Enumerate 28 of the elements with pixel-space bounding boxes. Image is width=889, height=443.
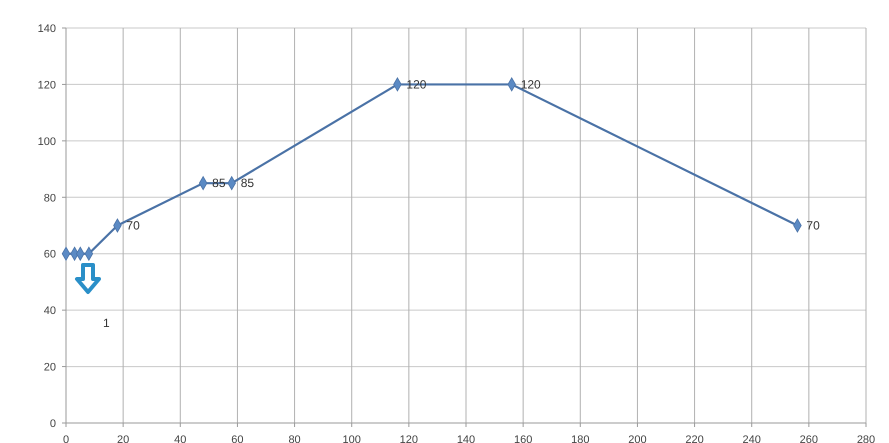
y-tick-label: 120 [38, 79, 56, 92]
y-tick-label: 140 [38, 23, 56, 35]
x-tick-label: 280 [856, 434, 876, 443]
y-tick-label: 0 [50, 418, 56, 430]
data-label: 120 [520, 77, 542, 92]
x-tick-label: 40 [174, 434, 186, 443]
y-tick-label: 80 [44, 192, 56, 204]
x-tick-label: 200 [628, 434, 647, 443]
x-tick-label: 100 [342, 434, 361, 443]
x-tick-label: 160 [514, 434, 532, 443]
x-tick-label: 20 [117, 434, 130, 443]
annotation: 1 [103, 316, 110, 330]
y-tick-label: 60 [44, 248, 56, 261]
x-tick-label: 240 [742, 434, 761, 443]
y-tick-label: 100 [38, 136, 56, 148]
x-tick-label: 60 [231, 434, 244, 443]
y-tick-label: 20 [44, 362, 56, 374]
data-label: 70 [806, 218, 820, 232]
x-tick-label: 0 [62, 434, 70, 443]
x-tick-label: 120 [400, 434, 418, 443]
x-tick-label: 80 [288, 434, 301, 443]
x-tick-label: 140 [456, 434, 476, 443]
y-tick-label: 40 [44, 305, 56, 318]
x-tick-label: 260 [800, 434, 818, 443]
data-label: 70 [126, 218, 140, 232]
x-tick-label: 180 [571, 434, 590, 443]
data-label: 85 [240, 176, 254, 190]
x-tick-label: 220 [685, 434, 704, 443]
